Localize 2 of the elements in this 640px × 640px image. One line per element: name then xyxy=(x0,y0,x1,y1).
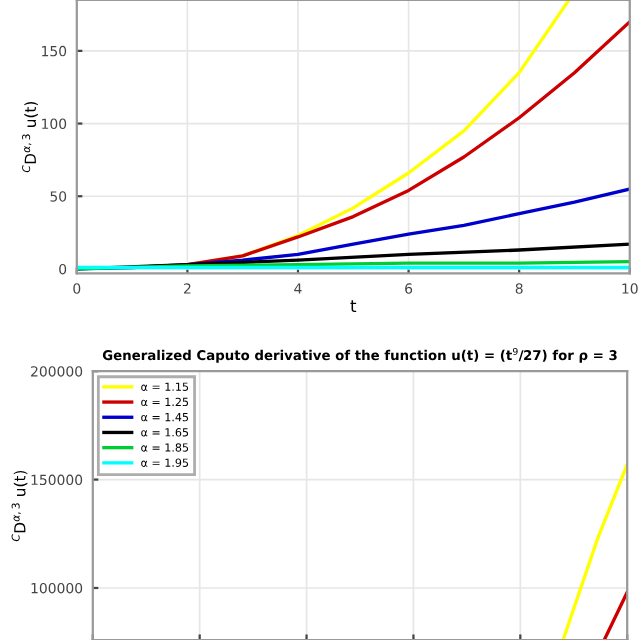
line-series xyxy=(185,20,630,267)
x-axis-title: t xyxy=(350,300,357,312)
